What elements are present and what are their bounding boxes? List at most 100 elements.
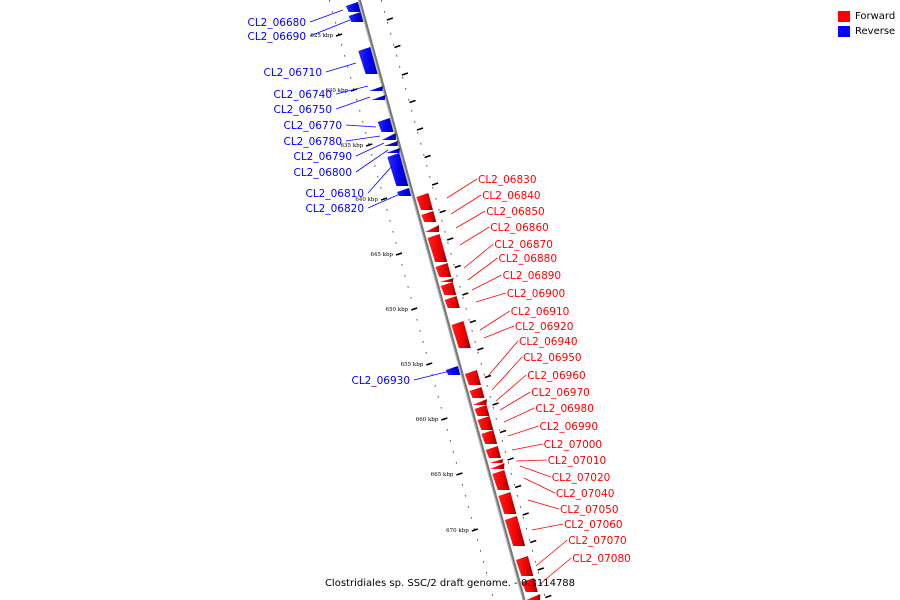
forward-leader-line — [471, 274, 502, 291]
forward-gene-label[interactable]: CL2_06870 — [494, 239, 553, 251]
forward-leader-line — [483, 325, 515, 339]
reverse-gene-label[interactable]: CL2_06740 — [273, 89, 332, 101]
reverse-gene-block[interactable] — [385, 148, 400, 153]
forward-gene-block[interactable] — [526, 594, 541, 600]
legend-reverse: Reverse — [838, 24, 895, 39]
position-tick-label: 640 kbp — [355, 197, 378, 203]
reverse-gene-label[interactable]: CL2_06780 — [283, 136, 342, 148]
forward-gene-block[interactable] — [427, 234, 448, 262]
forward-gene-label[interactable]: CL2_06910 — [511, 306, 570, 318]
forward-gene-block[interactable] — [504, 516, 526, 546]
forward-gene-label[interactable]: CL2_07070 — [568, 535, 627, 547]
forward-leader-line — [491, 356, 523, 391]
forward-gene-label[interactable]: CL2_07020 — [552, 472, 611, 484]
forward-gene-block[interactable] — [425, 225, 440, 232]
forward-swatch — [838, 11, 850, 22]
forward-gene-label[interactable]: CL2_06980 — [535, 403, 594, 415]
position-tick-label: 630 kbp — [325, 88, 348, 94]
forward-gene-label[interactable]: CL2_06940 — [519, 336, 578, 348]
major-tick-mark — [456, 472, 463, 476]
forward-gene-label[interactable]: CL2_07050 — [560, 504, 619, 516]
forward-leader-line — [539, 557, 572, 585]
forward-gene-label[interactable]: CL2_06860 — [490, 222, 549, 234]
reverse-gene-block[interactable] — [371, 95, 386, 100]
forward-gene-block[interactable] — [489, 459, 504, 463]
forward-gene-block[interactable] — [439, 278, 454, 282]
reverse-gene-label[interactable]: CL2_06680 — [247, 17, 306, 29]
forward-gene-block[interactable] — [440, 282, 457, 295]
forward-gene-label[interactable]: CL2_07080 — [572, 553, 631, 565]
forward-gene-block[interactable] — [485, 446, 502, 458]
reverse-gene-block[interactable] — [381, 133, 396, 140]
forward-gene-label[interactable]: CL2_06880 — [499, 253, 558, 265]
forward-gene-label[interactable]: CL2_06990 — [540, 421, 599, 433]
reverse-gene-label[interactable]: CL2_06810 — [305, 188, 364, 200]
genome-backbone — [357, 0, 526, 600]
forward-gene-label[interactable]: CL2_06840 — [482, 190, 541, 202]
forward-gene-block[interactable] — [515, 556, 534, 576]
forward-leader-line — [487, 340, 519, 377]
reverse-gene-block[interactable] — [445, 366, 461, 375]
forward-leader-line — [515, 459, 547, 462]
minor-tick-mark — [522, 512, 529, 516]
position-tick-label: 660 kbp — [416, 417, 439, 423]
forward-gene-label[interactable]: CL2_06960 — [527, 370, 586, 382]
forward-gene-label[interactable]: CL2_07000 — [544, 439, 603, 451]
forward-gene-block[interactable] — [472, 399, 487, 405]
forward-gene-block[interactable] — [498, 492, 517, 514]
forward-gene-block[interactable] — [451, 321, 471, 348]
reverse-gene-block[interactable] — [358, 47, 378, 74]
forward-gene-block[interactable] — [521, 578, 538, 592]
forward-gene-label[interactable]: CL2_07010 — [548, 455, 607, 467]
reverse-gene-label[interactable]: CL2_06710 — [263, 67, 322, 79]
reverse-leader-line — [355, 142, 385, 157]
forward-gene-label[interactable]: CL2_07040 — [556, 488, 615, 500]
reverse-gene-label[interactable]: CL2_06790 — [293, 151, 352, 163]
forward-gene-block[interactable] — [477, 416, 494, 430]
forward-leader-line — [535, 539, 568, 567]
reverse-swatch — [838, 26, 850, 37]
minor-tick-mark — [424, 154, 431, 159]
forward-gene-block[interactable] — [444, 296, 460, 308]
forward-gene-block[interactable] — [490, 463, 505, 469]
forward-gene-block[interactable] — [481, 430, 498, 444]
forward-gene-label[interactable]: CL2_06950 — [523, 352, 582, 364]
minor-tick-mark — [537, 567, 545, 571]
reverse-gene-label[interactable]: CL2_06800 — [293, 167, 352, 179]
forward-gene-label[interactable]: CL2_06970 — [531, 387, 590, 399]
reverse-gene-block[interactable] — [368, 86, 383, 91]
reverse-gene-label[interactable]: CL2_06820 — [305, 203, 364, 215]
position-tick-label: 670 kbp — [446, 528, 469, 534]
forward-gene-block[interactable] — [469, 387, 485, 398]
reverse-gene-block[interactable] — [396, 188, 412, 196]
forward-gene-label[interactable]: CL2_06900 — [507, 288, 566, 300]
forward-gene-block[interactable] — [492, 470, 510, 490]
legend: Forward Reverse — [838, 9, 895, 39]
reverse-gene-label[interactable]: CL2_06770 — [283, 120, 342, 132]
reverse-leader-line — [367, 192, 403, 209]
reverse-gene-label[interactable]: CL2_06930 — [351, 375, 410, 387]
forward-leader-line — [503, 407, 535, 423]
position-tick-label: 625 kbp — [310, 33, 333, 39]
forward-leader-line — [507, 425, 539, 437]
major-tick-mark — [380, 197, 388, 201]
forward-gene-label[interactable]: CL2_06850 — [486, 206, 545, 218]
forward-gene-block[interactable] — [464, 370, 482, 385]
forward-gene-label[interactable]: CL2_06890 — [503, 270, 562, 282]
forward-gene-block[interactable] — [416, 193, 433, 210]
major-tick-mark — [426, 362, 433, 366]
forward-gene-label[interactable]: CL2_06920 — [515, 321, 574, 333]
minor-tick-mark — [401, 72, 409, 76]
reverse-gene-block[interactable] — [384, 141, 399, 146]
forward-gene-label[interactable]: CL2_06830 — [478, 174, 537, 186]
reverse-gene-block[interactable] — [348, 12, 364, 22]
forward-gene-block[interactable] — [435, 263, 452, 277]
forward-gene-block[interactable] — [474, 405, 490, 416]
reverse-gene-label[interactable]: CL2_06750 — [273, 104, 332, 116]
reverse-gene-block[interactable] — [387, 153, 409, 186]
reverse-gene-block[interactable] — [345, 2, 361, 12]
reverse-gene-block[interactable] — [377, 118, 394, 132]
forward-gene-label[interactable]: CL2_07060 — [564, 519, 623, 531]
reverse-gene-label[interactable]: CL2_06690 — [247, 31, 306, 43]
forward-gene-block[interactable] — [421, 211, 437, 222]
